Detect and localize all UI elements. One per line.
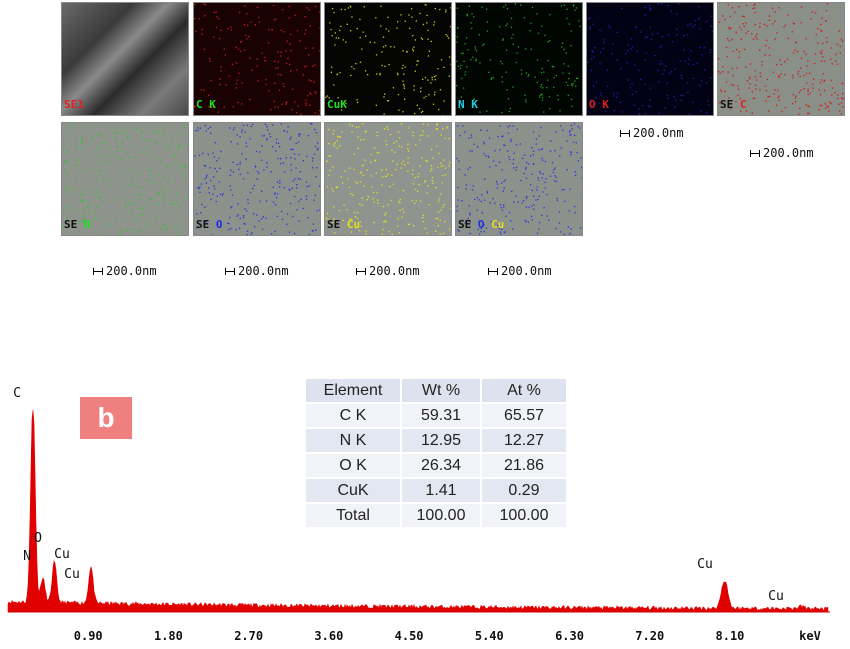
x-tick-label: 8.10 (716, 629, 745, 643)
eds-spectrum-chart: 0.90 1.80 2.70 3.60 4.50 5.40 6.30 7.20 8.10 keV C… (7, 386, 830, 643)
element-map-label: SE Cu (327, 218, 360, 231)
element-map-image: SE O Cu (455, 122, 583, 236)
element-map-label-part: SE (327, 218, 347, 231)
table-cell: N K (306, 429, 400, 452)
table-row: O K 26.34 21.86 (306, 454, 566, 477)
x-tick-label: 5.40 (475, 629, 504, 643)
element-map-image: N K (455, 2, 583, 116)
element-map-label-part: C K (196, 98, 216, 111)
peak-label: C (13, 386, 21, 401)
scale-bar-label: 200.0nm (633, 126, 684, 140)
peak-label: Cu (64, 567, 80, 582)
table-row: N K 12.95 12.27 (306, 429, 566, 452)
element-map-label: O K (589, 98, 609, 111)
scale-bar-label: 200.0nm (763, 146, 814, 160)
table-header-cell: Wt % (402, 379, 480, 402)
spectrum-series (7, 409, 829, 613)
element-map-image: C K (193, 2, 321, 116)
x-tick-label: 4.50 (395, 629, 424, 643)
peak-label: N (23, 549, 31, 564)
table-header-cell: At % (482, 379, 566, 402)
element-map-label-part: O (477, 218, 485, 231)
table-header-row: Element Wt % At % (306, 379, 566, 402)
element-map-label-part: O K (589, 98, 609, 111)
element-map-label-part: N K (458, 98, 478, 111)
table-cell: CuK (306, 479, 400, 502)
element-map-image: SE Cu (324, 122, 452, 236)
element-map-image: CuK (324, 2, 452, 116)
element-map-label-part: SE (196, 218, 216, 231)
element-map-label-part: SE1 (64, 98, 84, 111)
peak-label: Cu (768, 589, 784, 604)
scale-bar-label: 200.0nm (238, 264, 289, 278)
x-tick-label: 1.80 (154, 629, 183, 643)
element-map-label-part: N (83, 218, 91, 231)
element-map-label-part: SE (64, 218, 84, 231)
element-map-label-part: C (739, 98, 747, 111)
scale-bar: 200.0nm (620, 126, 684, 140)
table-cell: 100.00 (402, 504, 480, 527)
element-map-image: O K (586, 2, 714, 116)
element-map-label: SE O Cu (458, 218, 504, 231)
table-cell: 59.31 (402, 404, 480, 427)
x-tick-label: 2.70 (234, 629, 263, 643)
element-map-image: SE C (717, 2, 845, 116)
scale-bar-label: 200.0nm (106, 264, 157, 278)
table-cell: 12.27 (482, 429, 566, 452)
scale-bar-label: 200.0nm (369, 264, 420, 278)
table-row: C K 59.31 65.57 (306, 404, 566, 427)
table-cell: 65.57 (482, 404, 566, 427)
element-map-image: SE O (193, 122, 321, 236)
element-map-label-part: SE (458, 218, 478, 231)
scale-bar: 200.0nm (750, 146, 814, 160)
scale-bar: 200.0nm (225, 264, 289, 278)
table-cell: 0.29 (482, 479, 566, 502)
element-map-label: SE N (64, 218, 91, 231)
scale-bar-label: 200.0nm (501, 264, 552, 278)
table-cell: O K (306, 454, 400, 477)
x-tick-label: 7.20 (635, 629, 664, 643)
table-cell: 12.95 (402, 429, 480, 452)
table-row: Total 100.00 100.00 (306, 504, 566, 527)
peak-label: Cu (697, 557, 713, 572)
x-axis-unit-label: keV (799, 629, 821, 643)
x-tick-label: 6.30 (555, 629, 584, 643)
x-tick-label: 0.90 (74, 629, 103, 643)
element-map-label-part: SE (720, 98, 740, 111)
peak-label: O (34, 531, 42, 546)
table-cell: 21.86 (482, 454, 566, 477)
table-cell: 1.41 (402, 479, 480, 502)
peak-label: Cu (54, 547, 70, 562)
element-map-label-part: O (215, 218, 223, 231)
scale-bar: 200.0nm (356, 264, 420, 278)
element-map-label: SE1 (64, 98, 84, 111)
element-map-label: SE O (196, 218, 223, 231)
element-map-label: SE C (720, 98, 747, 111)
element-map-label-part: CuK (327, 98, 347, 111)
table-header-cell: Element (306, 379, 400, 402)
scale-bar: 200.0nm (93, 264, 157, 278)
x-tick-label: 3.60 (314, 629, 343, 643)
element-map-label: CuK (327, 98, 347, 111)
table-cell: 26.34 (402, 454, 480, 477)
element-map-label: C K (196, 98, 216, 111)
composition-table: Element Wt % At % C K 59.31 65.57 N K 12… (304, 377, 568, 529)
table-cell: Total (306, 504, 400, 527)
element-map-label: N K (458, 98, 478, 111)
table-row: CuK 1.41 0.29 (306, 479, 566, 502)
table-cell: 100.00 (482, 504, 566, 527)
element-map-label-part: Cu (346, 218, 361, 231)
element-map-image: SE N (61, 122, 189, 236)
element-map-label-part: Cu (491, 218, 505, 231)
table-cell: C K (306, 404, 400, 427)
scale-bar: 200.0nm (488, 264, 552, 278)
element-map-image: SE1 (61, 2, 189, 116)
panel-b-tag: b (80, 397, 132, 439)
